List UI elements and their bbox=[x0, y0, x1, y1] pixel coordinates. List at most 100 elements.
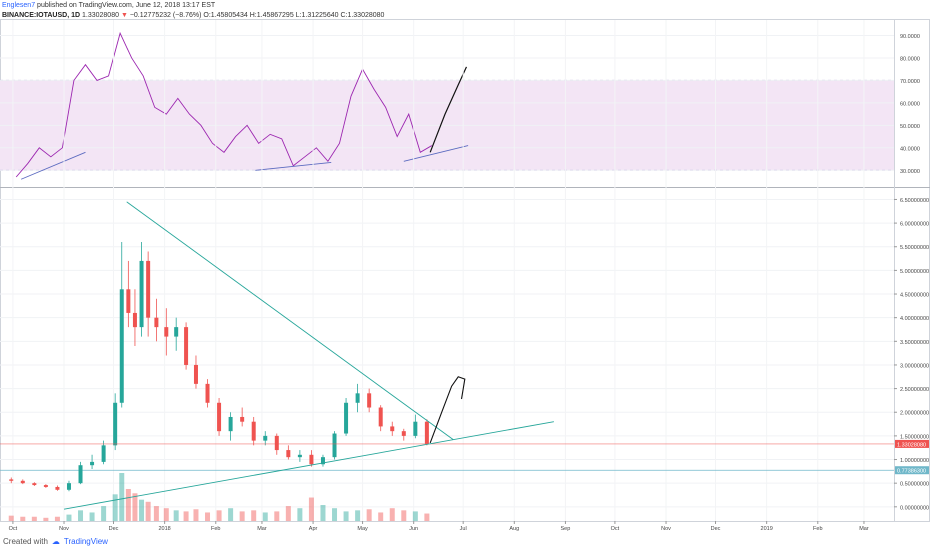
candle-body[interactable] bbox=[184, 327, 189, 365]
candle-body[interactable] bbox=[424, 421, 429, 444]
candle-body[interactable] bbox=[126, 289, 131, 313]
rsi-tick-label: 90.0000 bbox=[900, 34, 920, 40]
candle-body[interactable] bbox=[297, 454, 302, 458]
ohlc-line: BINANCE:IOTAUSD, 1D 1.33028080 ▼ −0.1277… bbox=[2, 11, 384, 21]
symbol-label[interactable]: BINANCE:IOTAUSD, 1D bbox=[2, 12, 81, 19]
candle-body[interactable] bbox=[355, 393, 360, 403]
time-tick-label: Nov bbox=[661, 526, 671, 532]
rsi-tick-label: 50.0000 bbox=[900, 124, 920, 130]
volume-bar bbox=[20, 516, 26, 521]
candle-body[interactable] bbox=[55, 486, 60, 490]
candle-body[interactable] bbox=[332, 433, 337, 458]
candle-body[interactable] bbox=[228, 416, 233, 432]
candle-body[interactable] bbox=[263, 435, 268, 441]
candle-body[interactable] bbox=[193, 364, 198, 384]
time-axis[interactable]: Oct Nov Dec 2018 Feb Mar Apr May Jun Jul Aug Sep Oct… bbox=[9, 521, 869, 532]
time-tick-label: Mar bbox=[257, 526, 267, 532]
tradingview-cloud-icon: ☁ bbox=[51, 537, 60, 546]
level-label-bg bbox=[895, 466, 929, 475]
candle-body[interactable] bbox=[146, 260, 151, 318]
rsi-tick-label: 70.0000 bbox=[900, 79, 920, 85]
volume-bar bbox=[274, 511, 280, 521]
close-value: 1.33028080 bbox=[347, 12, 385, 19]
candle-body[interactable] bbox=[66, 483, 71, 490]
candle-body[interactable] bbox=[9, 479, 14, 481]
price-tick-label: 2.50000000 bbox=[900, 387, 929, 393]
rsi-support-trendline[interactable] bbox=[255, 161, 332, 171]
volume-bar bbox=[101, 506, 107, 521]
candle-body[interactable] bbox=[309, 454, 314, 465]
volume-bar bbox=[132, 493, 138, 521]
time-tick-label: 2019 bbox=[761, 526, 773, 532]
volume-bar bbox=[239, 511, 245, 521]
price-tick-label: 0.00000000 bbox=[900, 505, 929, 511]
volume-bar bbox=[343, 511, 349, 521]
rsi-tick-label: 40.0000 bbox=[900, 146, 920, 152]
last-price: 1.33028080 bbox=[82, 12, 119, 19]
change-value: −0.12775232 (−8.76%) bbox=[129, 12, 202, 19]
volume-bar bbox=[43, 517, 49, 521]
volume-bar bbox=[216, 510, 222, 521]
candle-body[interactable] bbox=[401, 431, 406, 436]
price-tick-label: 2.00000000 bbox=[900, 411, 929, 417]
candle-body[interactable] bbox=[378, 407, 383, 427]
price-trendline[interactable] bbox=[63, 421, 554, 510]
volume-bar bbox=[31, 516, 37, 521]
volume-bar bbox=[320, 505, 326, 521]
candle-body[interactable] bbox=[20, 480, 25, 484]
candle-body[interactable] bbox=[101, 445, 106, 462]
time-tick-label: 2018 bbox=[159, 526, 171, 532]
candle-body[interactable] bbox=[32, 483, 37, 486]
rsi-pane[interactable]: 90.0000 80.0000 70.0000 60.0000 50.0000 40.00… bbox=[0, 31, 920, 180]
time-tick-label: Jul bbox=[460, 526, 467, 532]
volume-bar bbox=[262, 512, 268, 521]
volume-bar bbox=[378, 512, 384, 521]
candle-body[interactable] bbox=[344, 402, 349, 434]
candle-body[interactable] bbox=[113, 402, 118, 446]
tradingview-brand[interactable]: TradingView bbox=[63, 537, 108, 546]
candle-body[interactable] bbox=[251, 421, 256, 441]
time-tick-label: Oct bbox=[611, 526, 620, 532]
candle-body[interactable] bbox=[43, 485, 48, 487]
candle-body[interactable] bbox=[217, 402, 222, 432]
level-label: 0.77386300 bbox=[897, 469, 926, 475]
volume-bar bbox=[205, 512, 211, 521]
down-triangle-icon: ▼ bbox=[120, 12, 128, 19]
volume-bar bbox=[119, 473, 125, 521]
rsi-support-trendline[interactable] bbox=[20, 151, 86, 180]
candle-body[interactable] bbox=[132, 312, 137, 328]
candle-body[interactable] bbox=[154, 317, 159, 328]
volume-bar bbox=[355, 510, 361, 521]
candle-body[interactable] bbox=[90, 461, 95, 466]
open-label: O: bbox=[203, 12, 211, 19]
candle-body[interactable] bbox=[78, 465, 83, 484]
candle-body[interactable] bbox=[286, 450, 291, 458]
chart-header: Englesen7 published on TradingView.com, … bbox=[2, 1, 384, 21]
candle-body[interactable] bbox=[240, 416, 245, 422]
price-arrow-drawing[interactable] bbox=[429, 376, 466, 444]
volume-bar bbox=[193, 509, 199, 521]
published-text: published on TradingView.com, June 12, 2… bbox=[37, 2, 216, 9]
candle-body[interactable] bbox=[390, 426, 395, 432]
candle-body[interactable] bbox=[367, 393, 372, 408]
high-label: H: bbox=[249, 12, 257, 19]
candle-body[interactable] bbox=[320, 457, 325, 465]
candle-body[interactable] bbox=[164, 327, 169, 337]
rsi-arrow-drawing[interactable] bbox=[429, 66, 468, 153]
low-value: 1.31225640 bbox=[301, 12, 339, 19]
volume-bar bbox=[173, 510, 179, 521]
candle-body[interactable] bbox=[174, 327, 179, 337]
author-link[interactable]: Englesen7 bbox=[2, 2, 36, 9]
volume-bar bbox=[66, 514, 72, 521]
candle-body[interactable] bbox=[119, 289, 124, 403]
price-trendline[interactable] bbox=[126, 201, 454, 441]
candle-body[interactable] bbox=[139, 260, 144, 328]
price-pane[interactable]: 6.50000000 6.00000000 5.50000000 5.00000000… bbox=[0, 20, 929, 521]
high-value: 1.45867295 bbox=[256, 12, 294, 19]
rsi-support-trendline[interactable] bbox=[403, 145, 469, 162]
candle-body[interactable] bbox=[274, 435, 279, 451]
candle-body[interactable] bbox=[413, 421, 418, 436]
volume-bar bbox=[308, 497, 314, 521]
candle-body[interactable] bbox=[205, 383, 210, 403]
